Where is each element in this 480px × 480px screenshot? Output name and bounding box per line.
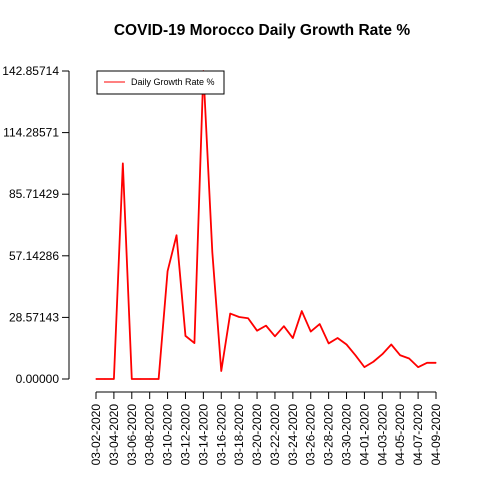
x-tick-label: 03-20-2020 <box>250 404 264 466</box>
data-point <box>158 378 160 380</box>
data-point <box>247 317 249 319</box>
x-tick-label: 03-22-2020 <box>268 404 282 466</box>
data-point <box>319 323 321 325</box>
data-point <box>283 325 285 327</box>
data-point <box>149 378 151 380</box>
data-point <box>140 378 142 380</box>
data-point <box>229 312 231 315</box>
y-tick-label: 28.57143 <box>9 310 59 324</box>
data-point <box>131 378 133 380</box>
legend-box <box>96 70 225 95</box>
x-tick-label: 03-30-2020 <box>340 404 354 466</box>
x-tick-label: 03-24-2020 <box>286 404 300 466</box>
x-axis: 03-02-2020 03-04-2020 03-06-2020 03-08-2020… <box>89 391 443 466</box>
data-point <box>211 251 213 253</box>
data-point <box>345 343 348 346</box>
data-point <box>390 343 392 346</box>
data-point <box>175 234 178 236</box>
data-point <box>301 310 303 312</box>
data-point <box>363 366 366 368</box>
data-point <box>256 330 258 332</box>
x-tick-label: 03-08-2020 <box>143 404 157 466</box>
data-point <box>381 353 383 355</box>
x-tick-label: 03-10-2020 <box>161 404 175 466</box>
data-point <box>354 354 357 356</box>
data-point <box>336 337 339 339</box>
y-axis: 0.00000 28.57143 57.14286 85.71429 114.28571… <box>2 64 70 386</box>
data-point <box>310 330 312 333</box>
data-point <box>113 378 115 380</box>
x-tick-label: 03-12-2020 <box>178 404 192 466</box>
data-point <box>104 378 106 380</box>
data-point <box>292 337 294 339</box>
x-tick-label: 04-07-2020 <box>411 404 425 466</box>
x-tick-label: 03-28-2020 <box>322 404 336 466</box>
data-point <box>435 362 437 364</box>
x-tick-label: 03-04-2020 <box>107 404 121 466</box>
data-point <box>399 354 401 356</box>
series-layer <box>95 70 437 380</box>
data-point <box>122 162 124 164</box>
x-tick-label: 04-09-2020 <box>429 404 443 466</box>
x-tick-label: 03-16-2020 <box>214 404 228 466</box>
x-tick-label: 03-14-2020 <box>196 404 210 466</box>
data-point <box>220 370 222 372</box>
series-line <box>96 70 436 380</box>
legend: Daily Growth Rate % <box>96 70 225 95</box>
x-tick-label: 04-05-2020 <box>393 404 407 466</box>
x-tick-label: 03-18-2020 <box>232 404 246 466</box>
data-point <box>372 361 374 363</box>
y-tick-label: 57.14286 <box>9 249 59 263</box>
x-tick-label: 03-02-2020 <box>89 404 103 466</box>
x-tick-label: 03-06-2020 <box>125 404 139 466</box>
y-tick-label: 114.28571 <box>3 126 59 140</box>
data-point <box>328 342 330 345</box>
data-point <box>274 335 276 337</box>
x-tick-label: 04-01-2020 <box>357 404 371 466</box>
data-point <box>184 335 187 337</box>
data-point <box>408 357 410 360</box>
data-point <box>265 325 267 327</box>
y-tick-label: 85.71429 <box>9 187 59 201</box>
legend-label: Daily Growth Rate % <box>131 77 215 87</box>
y-tick-label: 0.00000 <box>16 372 60 386</box>
data-point <box>426 362 428 364</box>
data-point <box>95 378 97 380</box>
data-point <box>193 342 196 344</box>
data-point <box>417 366 419 368</box>
data-point <box>238 316 240 318</box>
x-tick-label: 04-03-2020 <box>375 404 389 466</box>
y-tick-label: 142.85714 <box>2 64 59 78</box>
data-point <box>166 270 169 272</box>
x-tick-label: 03-26-2020 <box>304 404 318 466</box>
chart-title: COVID-19 Morocco Daily Growth Rate % <box>114 22 410 39</box>
